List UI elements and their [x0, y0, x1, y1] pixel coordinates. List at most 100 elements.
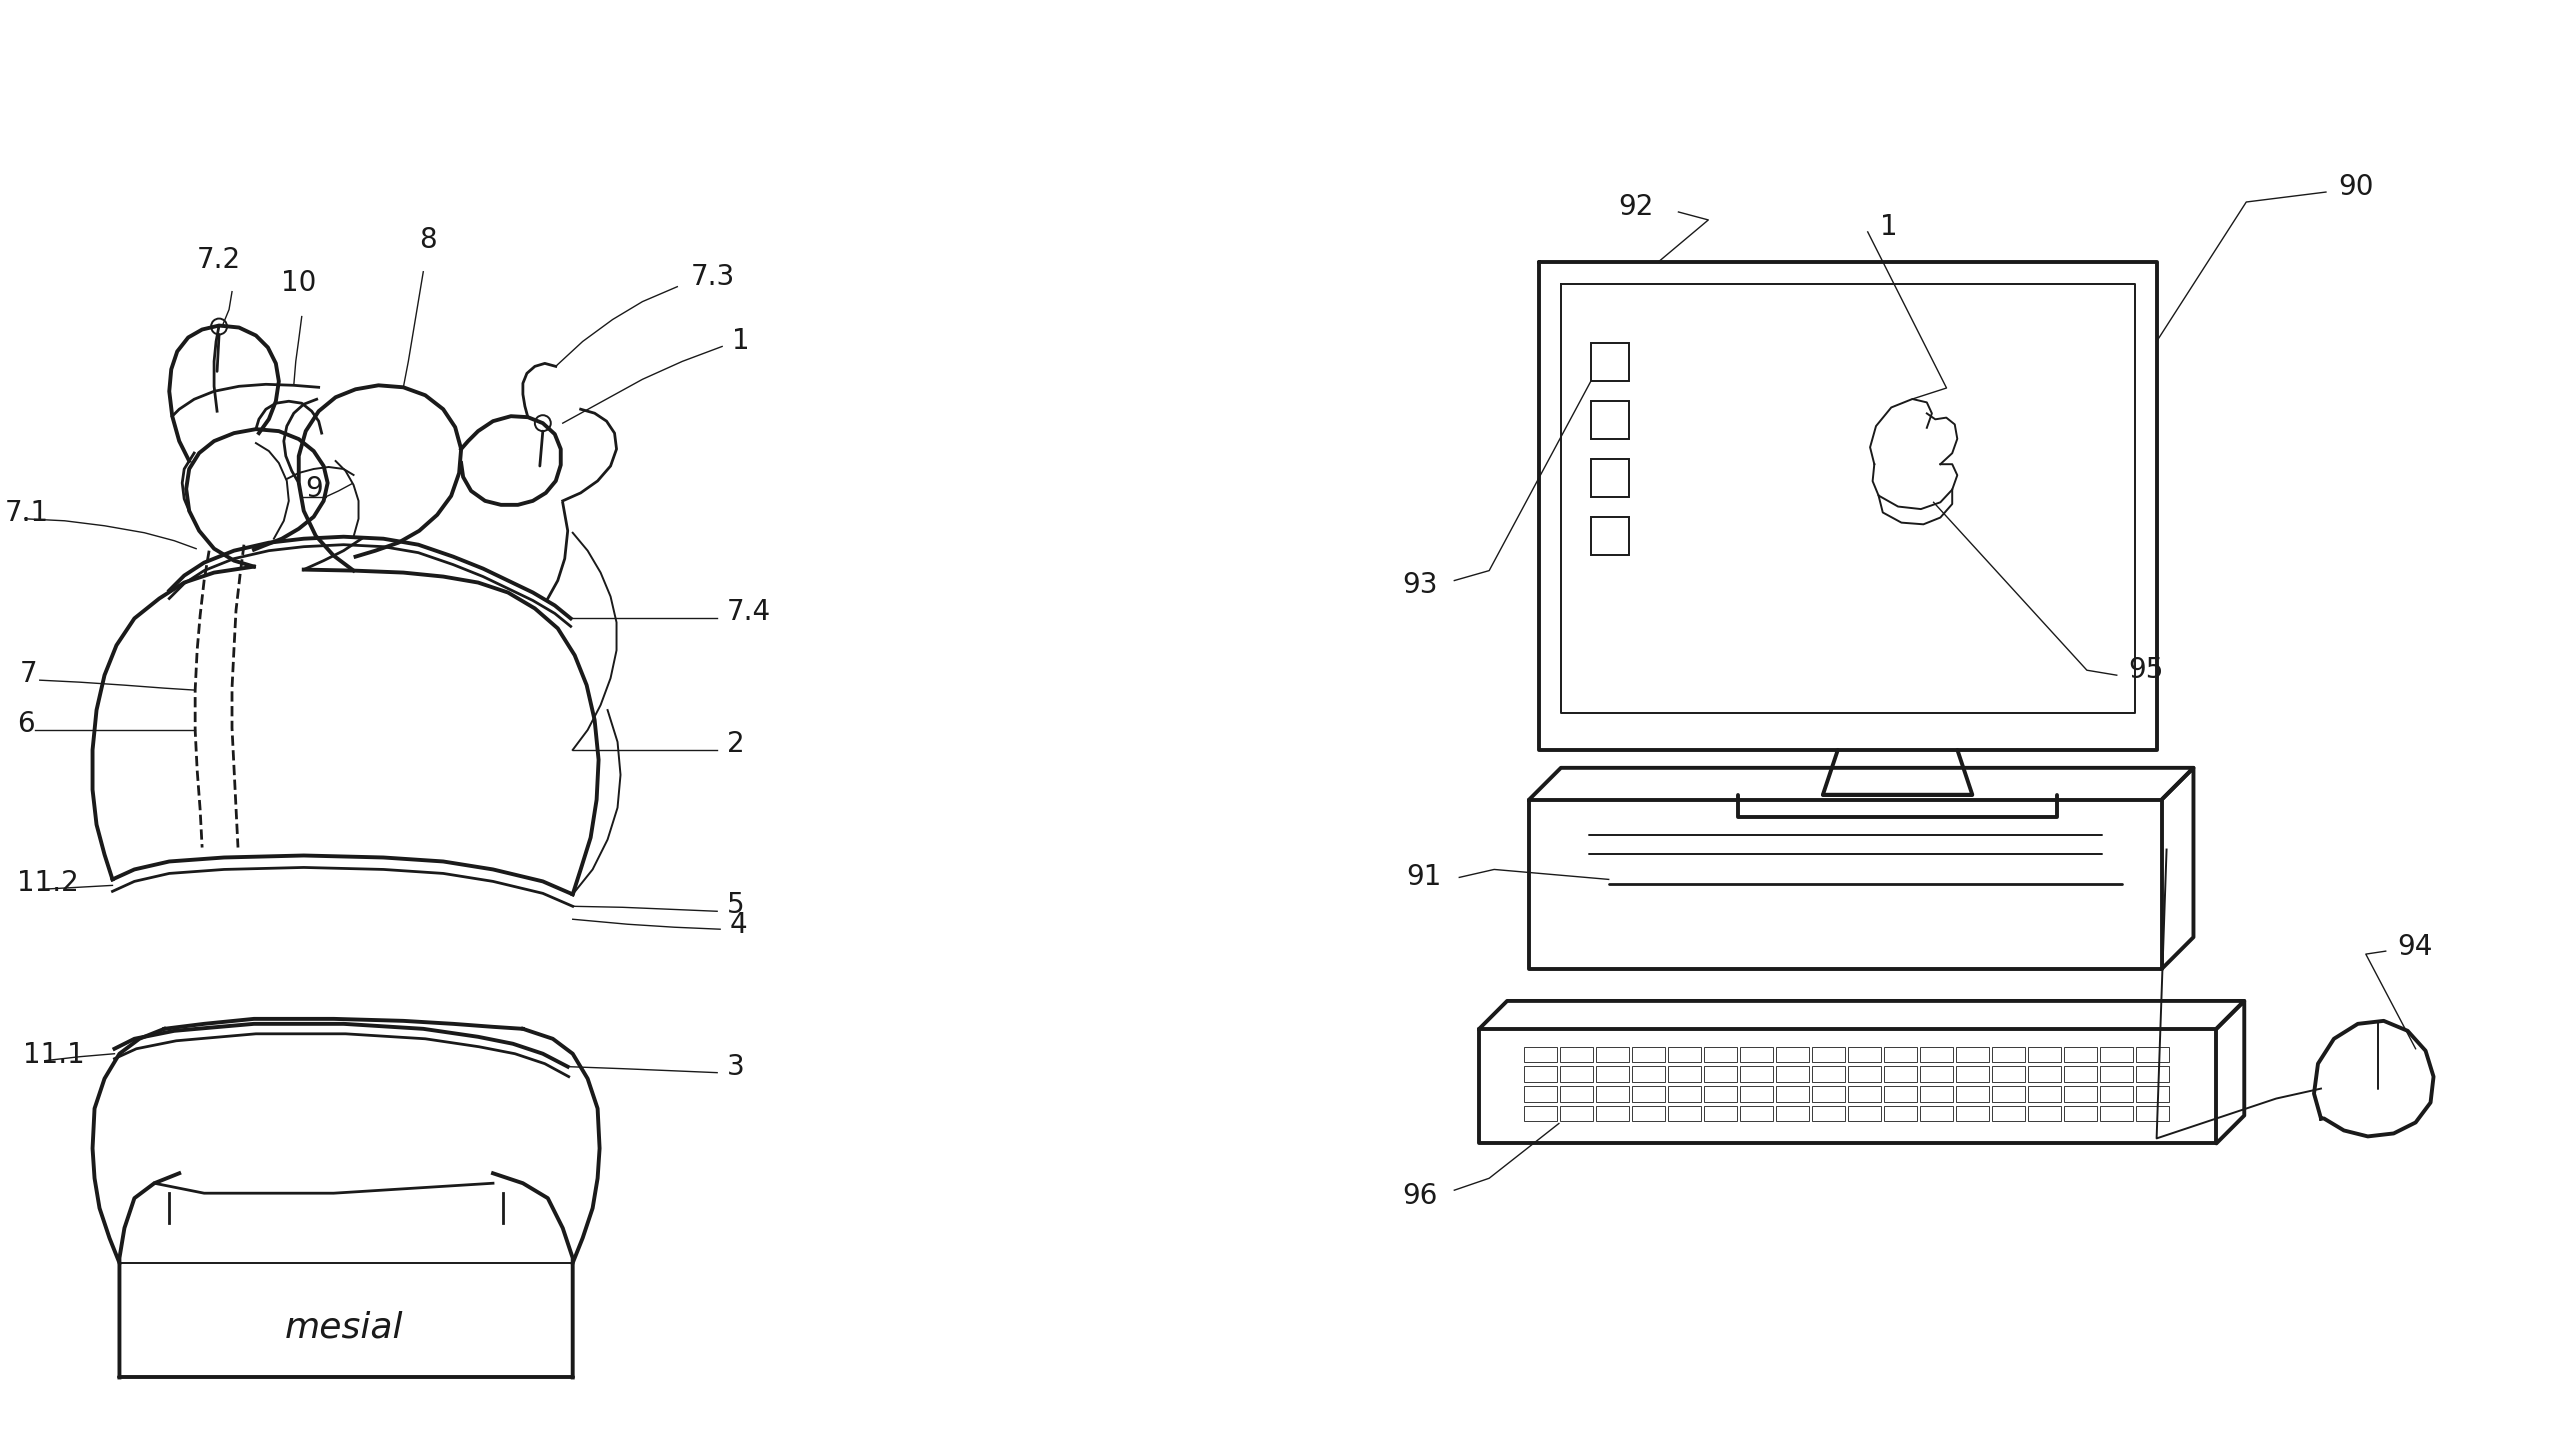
Bar — [1739, 1087, 1772, 1101]
Bar — [1561, 1087, 1594, 1101]
Bar — [1849, 1046, 1882, 1062]
Bar — [1813, 1087, 1844, 1101]
Text: 11.2: 11.2 — [18, 869, 79, 897]
Bar — [1813, 1106, 1844, 1122]
Bar — [1813, 1046, 1844, 1062]
Bar — [2063, 1066, 2096, 1082]
Text: 11.1: 11.1 — [23, 1040, 84, 1069]
Bar — [1668, 1087, 1701, 1101]
Bar — [1849, 1066, 1882, 1082]
Text: 7.1: 7.1 — [5, 498, 48, 527]
Bar — [1884, 1087, 1918, 1101]
Bar — [2027, 1106, 2060, 1122]
Bar — [1596, 1066, 1629, 1082]
Text: 9: 9 — [306, 475, 321, 503]
Bar — [1849, 1106, 1882, 1122]
Bar — [1992, 1106, 2025, 1122]
Bar — [1884, 1046, 1918, 1062]
Bar — [1703, 1106, 1737, 1122]
Text: 7.4: 7.4 — [727, 598, 770, 626]
Text: 6: 6 — [18, 710, 36, 738]
Text: 91: 91 — [1405, 864, 1441, 891]
Bar — [1775, 1106, 1808, 1122]
Bar — [1632, 1066, 1665, 1082]
Bar — [1956, 1046, 1989, 1062]
Bar — [2134, 1066, 2168, 1082]
Bar — [1884, 1066, 1918, 1082]
Bar — [2099, 1046, 2132, 1062]
Bar — [1561, 1106, 1594, 1122]
Bar — [1596, 1106, 1629, 1122]
Text: 4: 4 — [729, 911, 747, 939]
Bar — [1739, 1046, 1772, 1062]
Bar — [1920, 1046, 1953, 1062]
Bar — [1632, 1087, 1665, 1101]
Bar — [2027, 1087, 2060, 1101]
Bar — [1668, 1066, 1701, 1082]
Bar — [2099, 1087, 2132, 1101]
Bar — [1525, 1066, 1558, 1082]
Bar — [2063, 1087, 2096, 1101]
Bar — [1668, 1046, 1701, 1062]
Bar — [1668, 1106, 1701, 1122]
Bar — [1992, 1087, 2025, 1101]
Bar — [1525, 1087, 1558, 1101]
Bar — [1632, 1046, 1665, 1062]
Text: 7: 7 — [20, 661, 38, 688]
Bar — [1703, 1046, 1737, 1062]
Bar — [1775, 1066, 1808, 1082]
Bar — [2063, 1046, 2096, 1062]
Bar — [1956, 1106, 1989, 1122]
Text: 7.2: 7.2 — [196, 246, 242, 274]
Bar — [1591, 401, 1629, 439]
Bar — [1920, 1087, 1953, 1101]
Text: 5: 5 — [727, 891, 745, 919]
Bar — [1596, 1087, 1629, 1101]
Bar — [1956, 1087, 1989, 1101]
Bar — [1596, 1046, 1629, 1062]
Text: 8: 8 — [418, 226, 436, 254]
Bar — [1920, 1106, 1953, 1122]
Bar — [1813, 1066, 1844, 1082]
Text: 7.3: 7.3 — [691, 262, 734, 291]
Bar — [2063, 1106, 2096, 1122]
Bar — [1703, 1066, 1737, 1082]
Bar — [1703, 1087, 1737, 1101]
Text: 95: 95 — [2129, 656, 2165, 684]
Bar — [1849, 1087, 1882, 1101]
Text: 90: 90 — [2338, 172, 2374, 201]
Bar — [1775, 1046, 1808, 1062]
Bar — [2134, 1106, 2168, 1122]
Text: 94: 94 — [2397, 933, 2433, 961]
Bar — [1739, 1066, 1772, 1082]
Bar — [1920, 1066, 1953, 1082]
Bar — [2134, 1087, 2168, 1101]
Bar — [1561, 1066, 1594, 1082]
Bar — [1591, 459, 1629, 497]
Text: 2: 2 — [727, 730, 745, 758]
Bar — [1992, 1066, 2025, 1082]
Bar — [1884, 1106, 1918, 1122]
Bar — [1992, 1046, 2025, 1062]
Text: 1: 1 — [732, 327, 750, 355]
Text: 96: 96 — [1402, 1182, 1438, 1210]
Bar — [1561, 1046, 1594, 1062]
Bar — [1632, 1106, 1665, 1122]
Bar — [2027, 1046, 2060, 1062]
Bar — [1775, 1087, 1808, 1101]
Bar — [2099, 1066, 2132, 1082]
Bar — [1525, 1106, 1558, 1122]
Bar — [2134, 1046, 2168, 1062]
Bar — [1591, 343, 1629, 381]
Text: mesial: mesial — [286, 1311, 403, 1345]
Bar — [1525, 1046, 1558, 1062]
Text: 10: 10 — [280, 268, 316, 297]
Text: 1: 1 — [1879, 213, 1897, 241]
Bar — [1956, 1066, 1989, 1082]
Text: 93: 93 — [1402, 571, 1438, 598]
Text: 3: 3 — [727, 1052, 745, 1081]
Bar — [2027, 1066, 2060, 1082]
Bar — [2099, 1106, 2132, 1122]
Text: 92: 92 — [1619, 193, 1652, 222]
Bar — [1739, 1106, 1772, 1122]
